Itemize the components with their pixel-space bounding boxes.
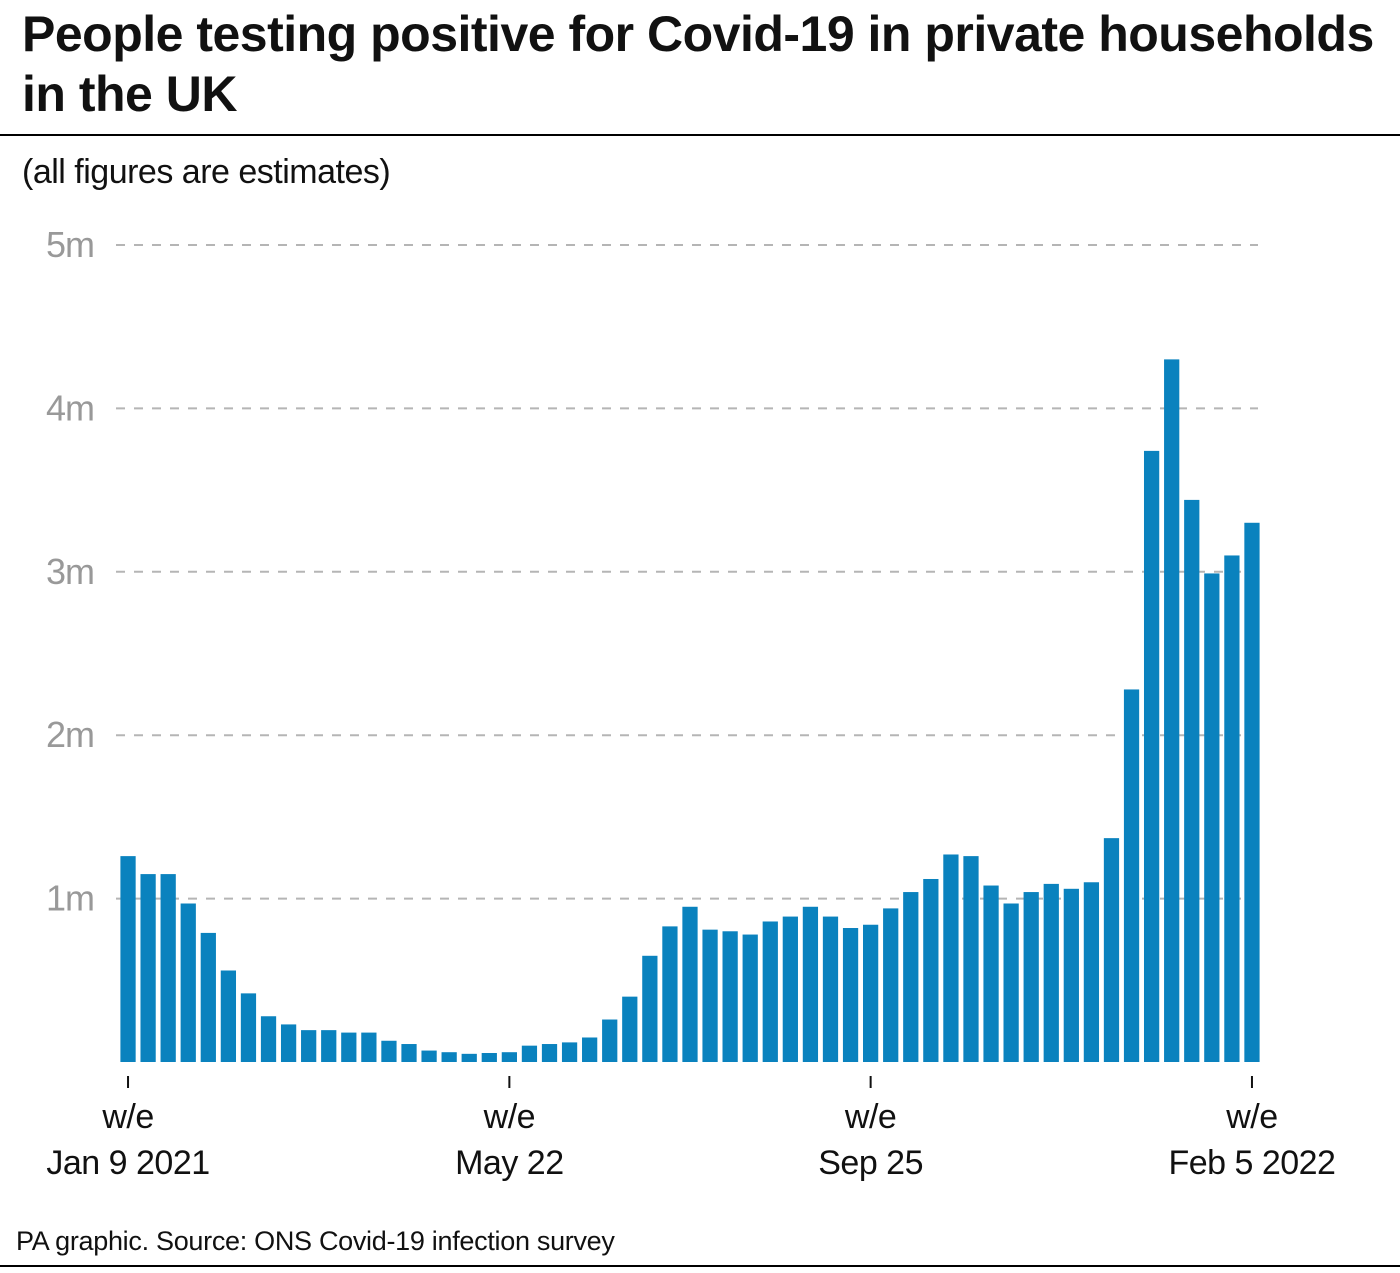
bar: [1224, 555, 1240, 1062]
bar: [501, 1052, 517, 1062]
bar: [923, 878, 939, 1062]
bar: [1244, 522, 1260, 1062]
bar: [200, 932, 216, 1062]
bar: [1023, 892, 1039, 1062]
bar: [1083, 882, 1100, 1062]
bar: [160, 874, 176, 1062]
bar: [1063, 888, 1079, 1062]
bar: [541, 1044, 558, 1062]
bar: [361, 1032, 377, 1062]
bar: [582, 1037, 598, 1062]
bar: [1143, 450, 1160, 1062]
bar: [682, 906, 698, 1062]
bar: [943, 854, 959, 1062]
bar: [722, 931, 738, 1062]
y-tick-label: 4m: [46, 387, 94, 428]
bar: [240, 993, 257, 1062]
grid-lines: [116, 244, 1258, 900]
bar: [120, 856, 136, 1062]
bar: [822, 916, 839, 1062]
bar: [1123, 689, 1140, 1062]
bar: [802, 906, 819, 1062]
bar: [642, 955, 658, 1062]
bar: [561, 1042, 578, 1062]
bar: [1164, 359, 1180, 1062]
x-tick-label-line2: Feb 5 2022: [1168, 1144, 1335, 1182]
bar: [903, 892, 919, 1062]
bar: [260, 1016, 277, 1062]
bar: [441, 1052, 457, 1062]
bar: [662, 926, 678, 1062]
bar: [521, 1045, 538, 1062]
bar: [381, 1040, 397, 1062]
bar: [180, 903, 196, 1062]
bar: [421, 1050, 437, 1062]
x-axis-ticks: w/e Jan 9 2021 w/e May 22 w/e Sep 25 w/e Feb 5 …: [46, 1076, 1336, 1182]
bar: [220, 970, 237, 1062]
y-tick-label: 2m: [46, 714, 94, 755]
x-tick-label-line2: Jan 9 2021: [46, 1144, 209, 1182]
footer-divider: [0, 1265, 1400, 1267]
x-tick-label-line1: w/e: [101, 1098, 153, 1136]
bar: [1003, 903, 1019, 1062]
bar: [301, 1030, 317, 1062]
chart-subtitle: (all figures are estimates): [22, 153, 391, 191]
bar: [842, 928, 859, 1062]
bar: [702, 929, 718, 1062]
bar: [622, 996, 638, 1062]
y-tick-label: 1m: [46, 878, 94, 919]
source-credit: PA graphic. Source: ONS Covid-19 infecti…: [16, 1226, 615, 1256]
bar: [1043, 883, 1059, 1062]
bar: [883, 908, 899, 1062]
y-tick-label: 5m: [46, 224, 94, 265]
bar: [401, 1044, 417, 1062]
bar: [742, 934, 758, 1062]
title-divider: [0, 134, 1400, 136]
y-tick-label: 3m: [46, 551, 94, 592]
bar: [341, 1032, 357, 1062]
bar: [1184, 499, 1200, 1062]
x-tick-label-line1: w/e: [1225, 1098, 1277, 1136]
x-tick-label-line2: May 22: [455, 1144, 564, 1182]
bar: [481, 1053, 497, 1062]
bar: [602, 1019, 618, 1062]
bar: [782, 916, 798, 1062]
x-tick-label-line1: w/e: [844, 1098, 896, 1136]
bar: [140, 874, 156, 1062]
bars: [120, 359, 1260, 1062]
bar: [321, 1030, 337, 1062]
bar: [1204, 573, 1220, 1062]
bar: [983, 885, 999, 1062]
bar: [863, 924, 879, 1062]
bar: [461, 1053, 477, 1062]
bar: [280, 1024, 297, 1062]
x-tick-label-line2: Sep 25: [818, 1144, 923, 1182]
bar: [762, 921, 778, 1062]
bar: [963, 856, 979, 1062]
x-tick-label-line1: w/e: [483, 1098, 535, 1136]
chart-title: People testing positive for Covid-19 in …: [22, 6, 1374, 122]
y-axis-tick-labels: 1m 2m 3m 4m 5m: [46, 224, 95, 919]
bar: [1103, 838, 1120, 1062]
